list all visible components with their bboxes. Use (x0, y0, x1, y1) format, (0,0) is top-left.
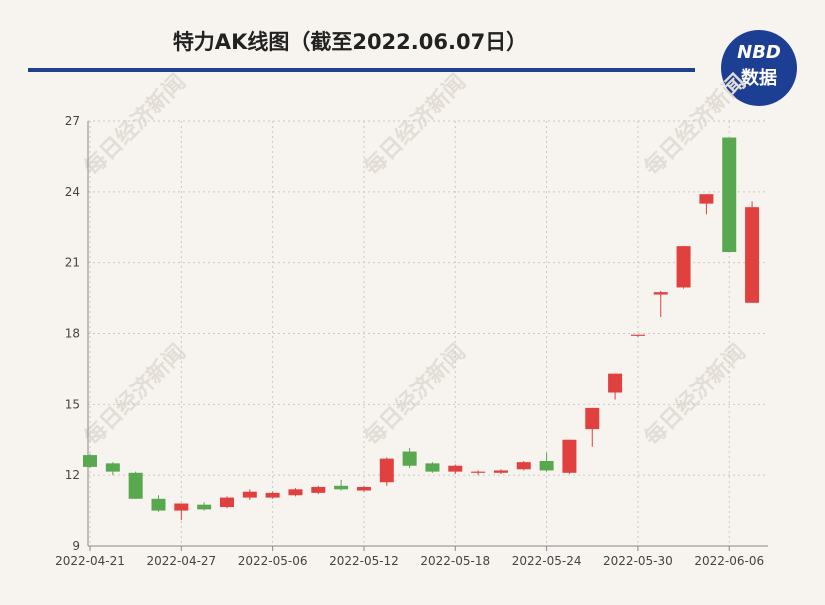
candle-body (288, 489, 303, 496)
logo-text: 数据 (741, 67, 777, 89)
candle-body (219, 497, 234, 508)
candle-body (539, 461, 554, 471)
title-rule (28, 68, 695, 72)
candle-body (676, 246, 691, 288)
candle-body (105, 463, 120, 472)
candle-body (425, 463, 440, 472)
y-tick-label: 21 (65, 256, 80, 270)
candle-body (722, 137, 737, 253)
y-tick-label: 27 (65, 114, 80, 128)
chart-title: 特力AK线图（截至2022.06.07日） (173, 30, 527, 54)
y-tick-label: 15 (65, 397, 80, 411)
logo-text: NBD (737, 42, 781, 63)
candle-body (197, 504, 212, 510)
candle-body (242, 491, 257, 498)
x-tick-label: 2022-04-27 (146, 554, 216, 568)
y-tick-label: 9 (72, 539, 80, 553)
candle-body (174, 503, 189, 511)
watermark: 每日经济新闻 (79, 339, 191, 451)
candle-body (356, 486, 371, 491)
candle-body (379, 458, 394, 483)
candle-body (562, 439, 577, 473)
y-tick-label: 24 (65, 185, 80, 199)
candle-body (128, 472, 143, 499)
candle-body (653, 292, 668, 295)
x-tick-label: 2022-05-18 (420, 554, 490, 568)
watermark: 每日经济新闻 (359, 69, 471, 181)
candle-body (699, 194, 714, 204)
y-tick-label: 12 (65, 468, 80, 482)
candle-body (516, 462, 531, 470)
candle-body (402, 451, 417, 466)
candle-body (83, 455, 97, 467)
x-tick-label: 2022-05-12 (329, 554, 399, 568)
y-tick-label: 18 (65, 327, 80, 341)
candle-body (334, 485, 349, 490)
watermark: 每日经济新闻 (79, 69, 191, 181)
candle-body (585, 407, 600, 430)
candle-body (471, 471, 486, 473)
candle-body (745, 207, 760, 303)
logo (721, 30, 797, 106)
watermark: 每日经济新闻 (639, 339, 751, 451)
watermark: 每日经济新闻 (359, 339, 471, 451)
candle-body (448, 465, 463, 472)
x-tick-label: 2022-04-21 (55, 554, 125, 568)
x-tick-label: 2022-05-24 (512, 554, 582, 568)
candle-body (311, 486, 326, 493)
x-tick-label: 2022-05-06 (238, 554, 308, 568)
candle-body (493, 470, 508, 473)
candle-body (608, 373, 623, 393)
candle-body (151, 498, 166, 511)
x-tick-label: 2022-05-30 (603, 554, 673, 568)
candle-body (630, 334, 645, 336)
x-tick-label: 2022-06-06 (694, 554, 764, 568)
candle-body (265, 492, 280, 498)
